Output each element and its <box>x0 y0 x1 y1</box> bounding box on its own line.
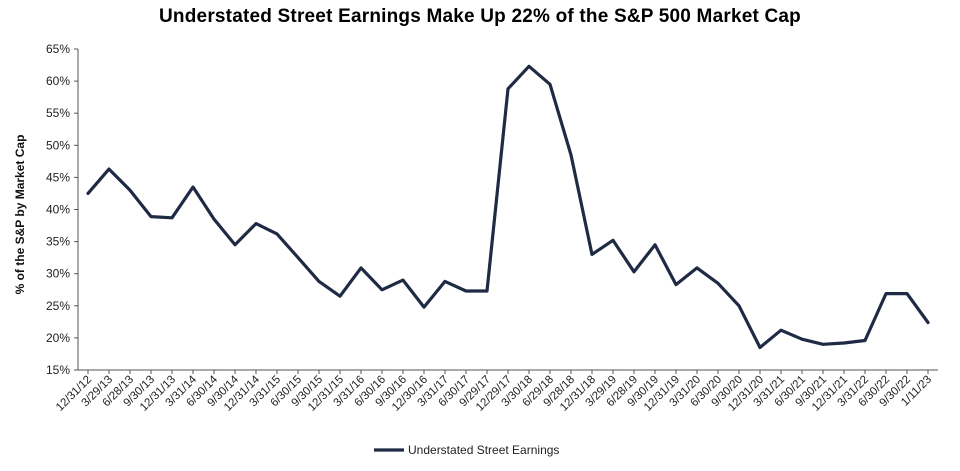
y-tick-label: 40% <box>46 203 70 217</box>
data-point <box>779 328 783 332</box>
data-point <box>296 256 300 259</box>
y-tick-label: 65% <box>46 42 70 56</box>
data-point <box>86 192 90 195</box>
legend: Understated Street Earnings <box>374 443 559 457</box>
data-point <box>275 232 279 236</box>
data-point <box>212 217 216 221</box>
data-point <box>590 253 594 256</box>
y-tick-label: 50% <box>46 138 70 152</box>
data-point <box>170 216 174 220</box>
y-tick-label: 60% <box>46 74 70 88</box>
data-point <box>674 283 678 286</box>
data-point <box>737 304 741 307</box>
data-point <box>632 270 636 273</box>
data-point <box>905 292 909 295</box>
data-point <box>653 243 657 247</box>
data-point <box>359 266 363 270</box>
data-point <box>338 294 342 298</box>
data-point <box>506 87 510 91</box>
y-tick-label: 20% <box>46 331 70 345</box>
data-point <box>863 339 867 342</box>
x-axis-ticks: 12/31/123/29/136/28/139/30/1312/31/133/3… <box>54 370 934 414</box>
data-point <box>317 280 321 283</box>
data-point <box>254 222 258 225</box>
data-point <box>485 289 489 293</box>
data-point <box>821 343 825 346</box>
data-point <box>695 266 699 270</box>
data-point <box>380 288 384 291</box>
data-point <box>527 65 531 68</box>
data-point <box>800 337 804 341</box>
data-point <box>401 278 405 282</box>
data-point <box>548 83 552 86</box>
y-tick-label: 30% <box>46 267 70 281</box>
y-tick-label: 55% <box>46 106 70 120</box>
data-point <box>758 346 762 349</box>
data-point <box>128 189 132 192</box>
data-point <box>191 185 195 189</box>
data-point <box>107 167 111 171</box>
y-tick-label: 15% <box>46 363 70 377</box>
data-point <box>716 282 720 285</box>
data-point <box>926 321 930 324</box>
data-point <box>233 243 237 247</box>
legend-label: Understated Street Earnings <box>408 443 559 457</box>
y-tick-label: 35% <box>46 235 70 249</box>
series-line-understated-street-earnings <box>86 64 930 350</box>
data-point <box>569 153 573 157</box>
y-tick-label: 45% <box>46 170 70 184</box>
data-point <box>422 305 426 309</box>
y-axis-ticks: 15% 20% 25% 30% 35% 40% 45% 50% 55% 60% 65% <box>46 42 78 377</box>
data-point <box>149 215 153 218</box>
data-point <box>884 292 888 295</box>
chart-title: Understated Street Earnings Make Up 22% … <box>159 6 801 27</box>
series-group <box>86 64 930 350</box>
data-point <box>464 289 468 293</box>
data-point <box>443 280 447 283</box>
y-tick-label: 25% <box>46 299 70 313</box>
y-axis-label: % of the S&P by Market Cap <box>13 135 27 295</box>
data-point <box>611 239 615 242</box>
data-point <box>842 341 846 345</box>
